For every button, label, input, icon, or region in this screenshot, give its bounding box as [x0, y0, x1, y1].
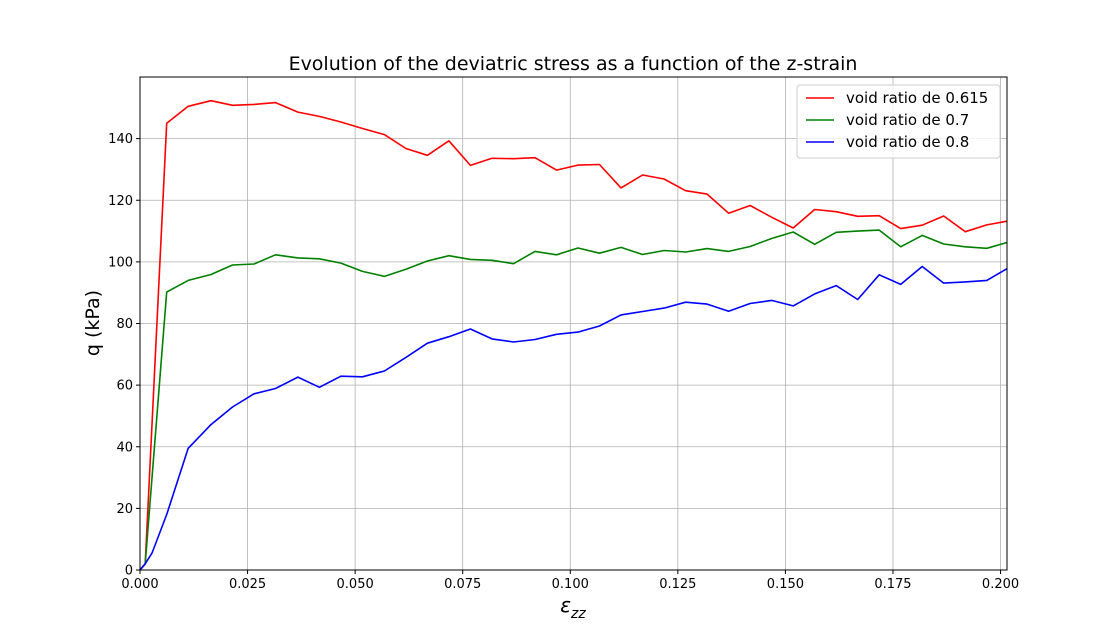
x-tick-label: 0.100 — [552, 577, 589, 592]
x-tick-label: 0.025 — [229, 577, 266, 592]
y-tick-label: 60 — [116, 379, 133, 394]
series-line-2 — [139, 229, 1008, 571]
data-series — [139, 99, 1008, 571]
x-tick-label: 0.050 — [337, 577, 374, 592]
y-tick-label: 20 — [116, 502, 133, 517]
series-line-1 — [139, 99, 1008, 571]
y-tick-label: 100 — [108, 255, 133, 270]
legend-box — [796, 84, 1001, 159]
series-line-3 — [139, 265, 1008, 571]
x-tick-label: 0.075 — [444, 577, 481, 592]
y-tick-label: 40 — [116, 440, 133, 455]
y-axis-label: q (kPa) — [82, 290, 104, 356]
legend-label: void ratio de 0.8 — [846, 133, 969, 151]
legend: void ratio de 0.615 void ratio de 0.7 void… — [796, 84, 1001, 159]
x-axis-label: εzz — [560, 593, 586, 622]
axis-ticks: 0.000 0.025 0.050 0.075 0.100 0.125 0.150 0.175… — [108, 132, 1019, 592]
x-tick-label: 0.125 — [659, 577, 696, 592]
y-tick-label: 140 — [108, 132, 133, 147]
x-tick-label: 0.200 — [982, 577, 1019, 592]
y-tick-label: 80 — [116, 317, 133, 332]
x-tick-label: 0.150 — [767, 577, 804, 592]
chart-title: Evolution of the deviatric stress as a f… — [289, 53, 858, 75]
x-axis-label-subscript: zz — [570, 606, 586, 622]
y-tick-label: 0 — [125, 564, 133, 579]
legend-label: void ratio de 0.7 — [846, 111, 969, 129]
x-tick-label: 0.000 — [121, 577, 158, 592]
x-axis-label-main: ε — [560, 593, 571, 617]
x-tick-label: 0.175 — [874, 577, 911, 592]
legend-label: void ratio de 0.615 — [846, 89, 988, 107]
y-tick-label: 120 — [108, 194, 133, 209]
